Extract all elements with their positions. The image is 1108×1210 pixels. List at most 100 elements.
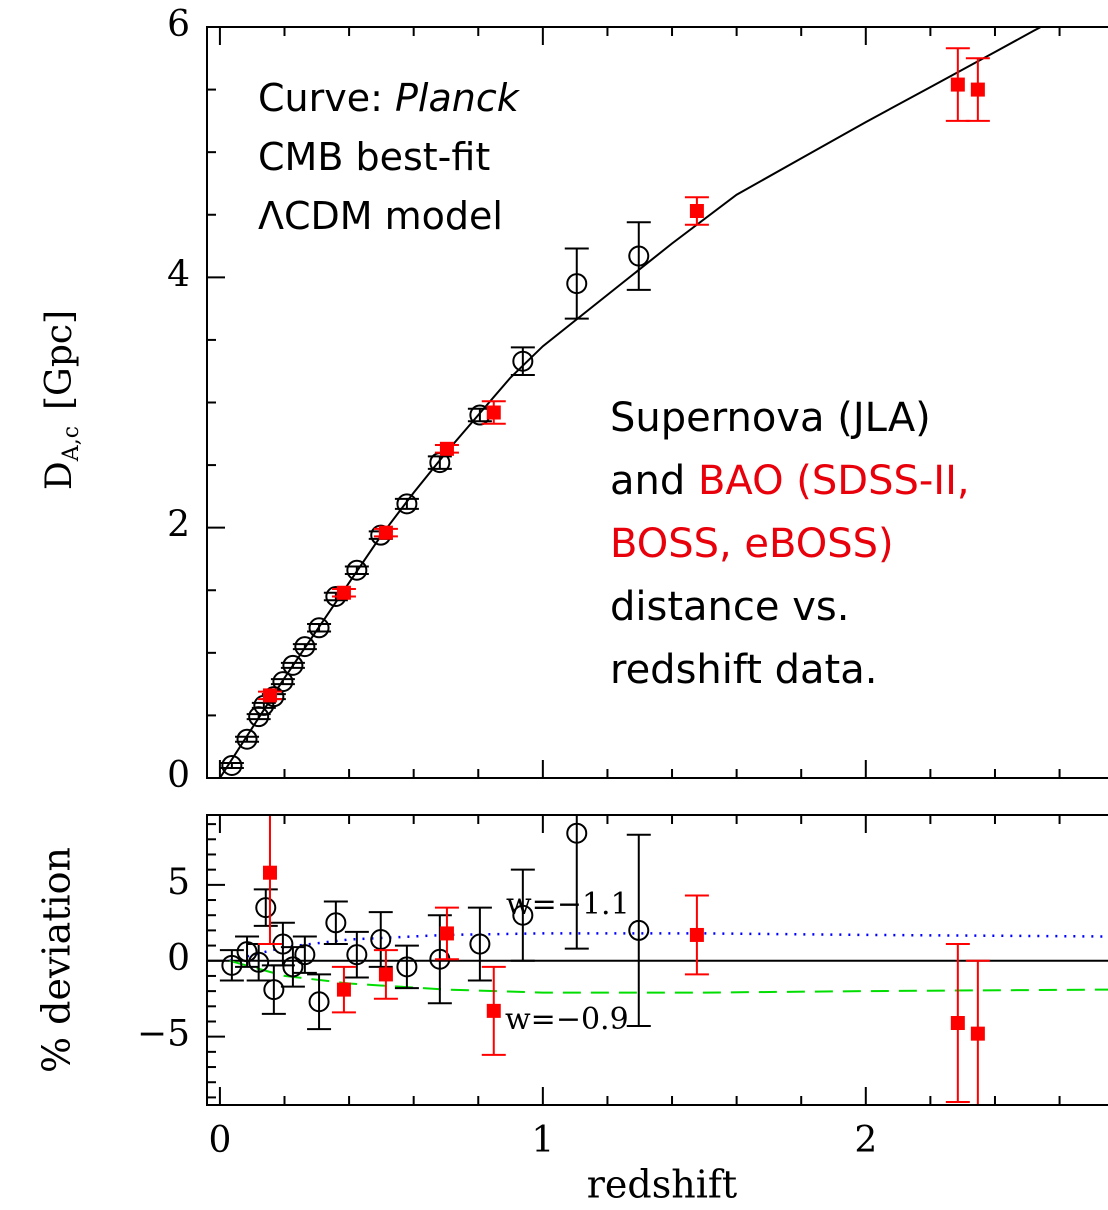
data-point — [248, 951, 270, 973]
annotation: and BAO (SDSS-II, — [610, 458, 970, 504]
annotation-text: Planck — [395, 76, 521, 120]
data-point — [336, 585, 351, 600]
data-point — [512, 904, 534, 926]
data-point — [689, 927, 704, 942]
y-tick-label: 5 — [167, 862, 190, 903]
data-point — [308, 991, 330, 1013]
plot-area — [207, 815, 1108, 1105]
annotation: redshift data. — [610, 647, 877, 693]
error-bar — [235, 735, 260, 743]
data-point — [282, 956, 304, 978]
data-point — [566, 822, 588, 844]
annotation-text: Curve: — [258, 76, 395, 120]
data-point — [512, 350, 534, 372]
error-bar — [292, 935, 317, 974]
data-point — [439, 441, 454, 456]
y-label-sub: A,c — [59, 426, 84, 462]
x-tick-label: 1 — [531, 1120, 554, 1161]
error-bar — [253, 888, 278, 927]
curve — [219, 27, 1043, 778]
data-point — [486, 405, 501, 420]
data-point — [308, 617, 330, 639]
data-point — [689, 203, 704, 218]
data-point — [370, 929, 392, 951]
annotation: CMB best-fit — [258, 135, 490, 179]
annotation: ΛCDM model — [258, 194, 503, 238]
annotation-text: w=−0.9 — [505, 1002, 629, 1037]
x-tick-label: 2 — [854, 1120, 877, 1161]
y-tick-label: −5 — [137, 1014, 190, 1055]
error-bar — [307, 973, 332, 1031]
annotation: distance vs. — [610, 584, 849, 630]
data-point — [336, 982, 351, 997]
y-label-main: D — [39, 461, 80, 490]
data-point — [325, 912, 347, 934]
annotation-text: BOSS, eBOSS) — [610, 521, 894, 567]
data-point — [970, 1026, 985, 1041]
data-point — [439, 926, 454, 941]
data-point — [272, 671, 294, 693]
annotation: w=−0.9 — [505, 1002, 629, 1037]
data-point — [263, 979, 285, 1001]
data-point — [294, 944, 316, 966]
annotation-text: ΛCDM model — [258, 194, 503, 238]
error-bar — [510, 868, 535, 962]
error-bar — [270, 678, 295, 686]
data-point — [236, 941, 258, 963]
data-point — [628, 919, 650, 941]
data-point — [950, 1016, 965, 1031]
data-point — [221, 754, 243, 776]
data-point — [294, 636, 316, 658]
x-tick-label: 0 — [208, 1120, 231, 1161]
error-bar — [344, 930, 369, 979]
annotation-text: and — [610, 458, 698, 504]
data-point — [221, 954, 243, 976]
error-bar — [246, 943, 271, 982]
y-axis-label: % deviation — [35, 847, 79, 1073]
data-point — [236, 728, 258, 750]
error-bar — [251, 701, 276, 709]
error-bar — [323, 900, 348, 946]
annotation-text: BAO (SDSS-II, — [698, 458, 970, 504]
y-tick-label: 0 — [167, 755, 190, 796]
data-point — [396, 493, 418, 515]
error-bar — [219, 761, 244, 769]
annotation-text: Supernova (JLA) — [610, 395, 931, 441]
data-point — [469, 933, 491, 955]
annotation: Curve: Planck — [258, 76, 521, 120]
annotation: BOSS, eBOSS) — [610, 521, 894, 567]
error-bar — [564, 247, 589, 320]
data-point — [486, 1003, 501, 1018]
error-bar — [368, 911, 393, 968]
error-bar — [292, 643, 317, 651]
plot-area — [219, 27, 1043, 778]
data-point — [628, 245, 650, 267]
annotation-text: w=−1.1 — [506, 887, 630, 922]
error-bar — [467, 906, 492, 982]
data-point — [950, 77, 965, 92]
annotation-text: distance vs. — [610, 584, 849, 630]
y-tick-label: 2 — [167, 505, 190, 546]
annotation-text: redshift data. — [610, 647, 877, 693]
error-bar — [394, 944, 419, 990]
x-axis-label: redshift — [587, 1163, 737, 1207]
data-point — [378, 967, 393, 982]
data-point — [262, 865, 277, 880]
data-point — [970, 82, 985, 97]
error-bar — [280, 661, 305, 669]
data-point — [566, 273, 588, 295]
y-axis-label: DA,c [Gpc] — [39, 310, 84, 490]
data-point — [378, 525, 393, 540]
data-point — [396, 956, 418, 978]
annotation-text: CMB best-fit — [258, 135, 490, 179]
error-bar — [626, 221, 651, 291]
data-point — [282, 654, 304, 676]
annotation: Supernova (JLA) — [610, 395, 931, 441]
error-bar — [626, 833, 651, 1028]
data-point — [255, 897, 277, 919]
data-point — [346, 559, 368, 581]
y-tick-label: 0 — [167, 938, 190, 979]
error-bar — [261, 964, 286, 1015]
y-label-unit: [Gpc] — [39, 310, 80, 410]
